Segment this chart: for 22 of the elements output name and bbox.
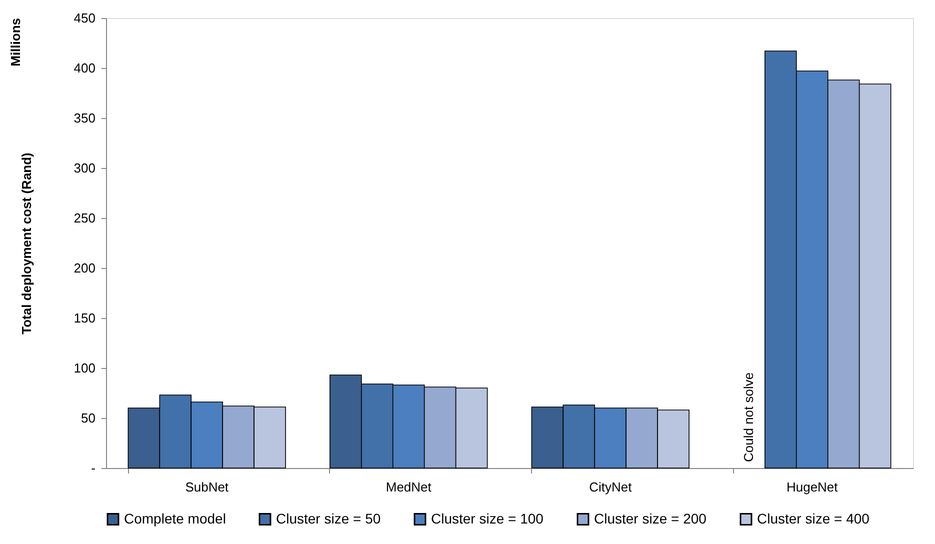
y-axis-title: Total deployment cost (Rand) bbox=[18, 152, 34, 334]
legend-label: Cluster size = 400 bbox=[757, 510, 870, 526]
x-tick-label: HugeNet bbox=[786, 480, 838, 494]
y-tick-label: 300 bbox=[74, 160, 96, 176]
y-tick-label: 400 bbox=[74, 60, 96, 76]
legend-label: Cluster size = 100 bbox=[431, 510, 544, 526]
y-tick-label: 200 bbox=[74, 260, 96, 276]
y-tick-label: 450 bbox=[74, 10, 96, 26]
legend-label: Cluster size = 50 bbox=[276, 510, 381, 526]
y-tick-label: 100 bbox=[74, 360, 96, 376]
legend-label: Cluster size = 200 bbox=[594, 510, 707, 526]
legend-label: Complete model bbox=[124, 510, 226, 526]
x-tick-label: MedNet bbox=[386, 480, 432, 494]
annotation: Could not solve bbox=[741, 372, 756, 462]
y-tick-label: - bbox=[91, 460, 96, 476]
text: Millions bbox=[8, 18, 23, 66]
x-tick-label: SubNet bbox=[185, 480, 229, 494]
y-tick-label: 150 bbox=[74, 310, 96, 326]
y-tick-label: 50 bbox=[81, 410, 96, 426]
y-tick-label: 350 bbox=[74, 110, 96, 126]
x-tick-label: CityNet bbox=[589, 480, 632, 494]
y-tick-label: 250 bbox=[74, 210, 96, 226]
